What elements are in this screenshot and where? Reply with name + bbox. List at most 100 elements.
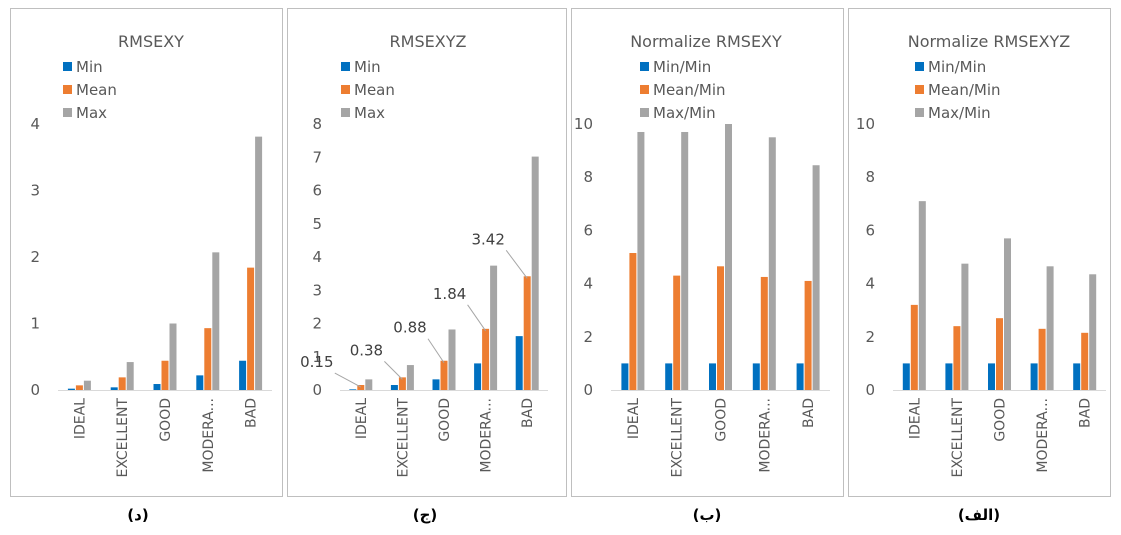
y-tick-label: 8 <box>583 168 593 186</box>
bar-min-min-0 <box>902 363 910 390</box>
bar-max-min-2 <box>725 124 732 390</box>
y-tick-label: 0 <box>312 381 322 399</box>
bar-mean-2 <box>161 360 169 390</box>
data-label: 1.84 <box>433 285 466 303</box>
legend-swatch <box>341 85 350 94</box>
bar-max-3 <box>490 265 498 390</box>
panel-caption: (ب) <box>693 506 722 524</box>
legend-label: Max/Min <box>653 104 716 122</box>
legend-swatch <box>63 108 72 117</box>
bar-mean-4 <box>523 276 531 390</box>
x-tick-label: GOOD <box>437 398 453 442</box>
panel-frame <box>571 8 844 497</box>
bar-min-min-3 <box>752 363 760 390</box>
bar-max-min-1 <box>961 263 969 390</box>
data-label: 0.38 <box>350 341 383 359</box>
chart-panel-4: Normalize RMSEXYZ Min/Min Mean/Min Max/Min 0… <box>848 8 1111 524</box>
bar-min-4 <box>239 360 247 390</box>
y-tick-label: 4 <box>865 275 875 293</box>
y-tick-label: 1 <box>30 315 40 333</box>
bar-max-min-1 <box>681 131 689 391</box>
x-tick-label: MODERA... <box>1035 398 1051 473</box>
x-tick-label: BAD <box>520 398 536 428</box>
panel-caption: (الف) <box>958 506 1000 524</box>
bar-min-min-2 <box>988 363 995 390</box>
bar-mean-3 <box>204 328 212 390</box>
bar-min-min-1 <box>665 363 673 390</box>
bar-mean-0 <box>357 385 365 390</box>
bar-mean-0 <box>75 385 83 390</box>
bar-mean-4 <box>247 267 255 390</box>
annotation-leader <box>384 361 403 380</box>
panel-caption: (د) <box>127 506 148 524</box>
y-tick-label: 10 <box>574 115 593 133</box>
y-tick-label: 8 <box>865 168 875 186</box>
legend-swatch <box>915 62 924 71</box>
x-tick-label: EXCELLENT <box>395 398 411 478</box>
y-tick-label: 6 <box>312 182 322 200</box>
x-tick-label: GOOD <box>158 398 174 442</box>
bar-min-1 <box>110 387 118 390</box>
data-label: 0.15 <box>300 353 333 371</box>
y-tick-label: 4 <box>312 248 322 266</box>
bar-max-1 <box>406 365 414 390</box>
data-label: 0.88 <box>393 319 426 337</box>
bar-max-min-4 <box>812 165 820 390</box>
y-tick-label: 1 <box>312 348 322 366</box>
bar-max-min-3 <box>768 137 776 390</box>
chart-panel-1: RMSEXY Min Mean Max 0 1 2 3 4 IDEAL EXCELLENT GOOD M… <box>10 8 283 524</box>
x-tick-label: BAD <box>1078 398 1094 428</box>
bar-min-2 <box>153 384 161 390</box>
legend-label: Max <box>354 104 385 122</box>
bar-max-1 <box>126 362 134 390</box>
y-tick-label: 0 <box>583 381 593 399</box>
legend-swatch <box>915 85 924 94</box>
y-tick-label: 4 <box>30 115 40 133</box>
legend-label: Max/Min <box>928 104 991 122</box>
chart-title: Normalize RMSEXYZ <box>908 32 1071 51</box>
chart-title: RMSEXYZ <box>390 32 467 51</box>
bar-mean-min-0 <box>910 304 918 390</box>
x-tick-label: MODERA... <box>757 398 773 473</box>
chart-title: Normalize RMSEXY <box>630 32 782 51</box>
x-tick-label: IDEAL <box>354 398 370 439</box>
bar-mean-1 <box>398 377 406 390</box>
bar-min-0 <box>67 388 75 390</box>
legend-label: Min <box>354 58 381 76</box>
legend-label: Mean <box>76 81 117 99</box>
bar-min-1 <box>390 385 398 390</box>
x-tick-label: EXCELLENT <box>670 398 686 478</box>
y-tick-label: 3 <box>30 182 40 200</box>
legend-label: Min/Min <box>653 58 711 76</box>
x-tick-label: BAD <box>801 398 817 428</box>
x-tick-label: EXCELLENT <box>950 398 966 478</box>
bar-max-4 <box>531 156 539 390</box>
y-tick-label: 6 <box>583 221 593 239</box>
y-tick-label: 10 <box>856 115 875 133</box>
legend-swatch <box>63 85 72 94</box>
bar-min-min-3 <box>1030 363 1038 390</box>
bar-min-3 <box>474 363 482 390</box>
bar-mean-1 <box>118 377 126 390</box>
panel-frame <box>848 8 1111 497</box>
y-tick-label: 3 <box>312 281 322 299</box>
x-tick-label: GOOD <box>714 398 730 442</box>
chart-panel-2: RMSEXYZ Min Mean Max 0 1 2 3 4 5 6 7 8 IDEAL EXCELLENT… <box>287 8 567 524</box>
bar-mean-min-1 <box>953 326 961 390</box>
bar-max-2 <box>448 329 456 390</box>
bar-min-min-4 <box>1073 363 1081 390</box>
bar-mean-2 <box>440 360 448 390</box>
bar-min-3 <box>196 375 204 390</box>
panel-caption: (ج) <box>413 506 438 524</box>
legend-swatch <box>915 108 924 117</box>
bar-mean-min-2 <box>996 318 1003 390</box>
bar-mean-3 <box>482 328 490 390</box>
legend-swatch <box>640 85 649 94</box>
bar-mean-min-2 <box>717 266 724 390</box>
legend-swatch <box>640 108 649 117</box>
x-tick-label: IDEAL <box>907 398 923 439</box>
annotation-leader <box>334 372 362 388</box>
bar-max-0 <box>83 380 91 390</box>
annotation-leader <box>427 338 445 364</box>
bar-max-2 <box>169 323 177 390</box>
